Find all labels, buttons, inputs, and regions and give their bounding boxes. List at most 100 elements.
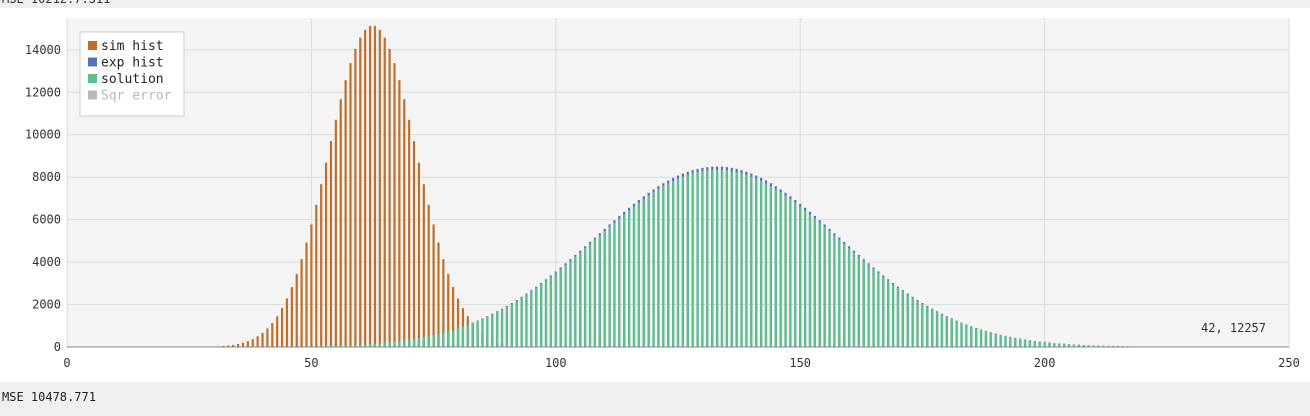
bar-sim-hist — [373, 25, 377, 347]
bar-solution — [1014, 337, 1017, 347]
bar-solution — [383, 342, 386, 347]
bar-solution — [720, 169, 724, 347]
bar-solution — [324, 345, 328, 347]
bar-solution — [808, 214, 812, 347]
bar-solution — [447, 331, 450, 347]
bar-solution — [725, 170, 728, 347]
bar-sim-hist — [388, 48, 391, 347]
bar-solution — [461, 326, 465, 347]
bar-solution — [535, 287, 538, 347]
bar-sim-hist — [320, 184, 323, 347]
bar-solution — [613, 222, 616, 347]
bar-solution — [882, 276, 885, 347]
bar-solution — [584, 248, 587, 347]
bar-solution — [735, 172, 738, 347]
legend-label[interactable]: Sqr error — [101, 89, 172, 104]
bar-sim-hist — [290, 287, 293, 347]
bar-sim-hist — [354, 48, 357, 347]
bar-solution — [481, 318, 484, 347]
bar-solution — [852, 252, 856, 347]
bar-solution — [867, 264, 870, 347]
bar-solution — [950, 318, 953, 347]
bar-solution — [935, 311, 939, 347]
bar-solution — [760, 180, 763, 347]
bar-solution — [486, 316, 489, 347]
bar-solution — [1009, 337, 1012, 347]
mse-status-text: MSE 10478.771 — [2, 390, 96, 404]
bar-solution — [359, 344, 362, 347]
bar-sim-hist — [222, 345, 225, 347]
bar-solution — [652, 192, 655, 347]
legend-swatch — [88, 90, 97, 100]
bar-solution — [471, 323, 474, 347]
bar-solution — [344, 345, 347, 347]
bar-solution — [593, 239, 596, 347]
bar-sim-hist — [310, 224, 313, 347]
bar-solution — [818, 222, 821, 347]
bar-solution — [559, 268, 562, 347]
bar-sim-hist — [417, 162, 421, 347]
bar-sim-hist — [227, 345, 230, 347]
bar-solution — [862, 260, 865, 347]
bar-solution — [642, 198, 645, 347]
bar-solution — [510, 303, 513, 347]
bar-sim-hist — [236, 343, 240, 347]
bar-sim-hist — [368, 25, 372, 347]
bar-solution — [579, 252, 582, 347]
legend-swatch — [88, 74, 97, 83]
y-tick-label: 14000 — [25, 43, 61, 57]
bar-solution — [872, 268, 875, 347]
bar-solution — [544, 280, 548, 347]
legend-label[interactable]: solution — [101, 72, 164, 87]
bar-sim-hist — [339, 99, 342, 347]
hover-readout: 42, 12257 — [1201, 321, 1266, 335]
bar-solution — [794, 202, 797, 347]
histogram-chart[interactable]: 0 2000 4000 6000 8000 10000 12000 14000 0 50 100 15… — [0, 8, 1310, 382]
legend-label[interactable]: sim hist — [101, 39, 164, 54]
bar-solution — [838, 239, 841, 347]
bar-solution — [432, 334, 435, 347]
bar-solution — [667, 183, 670, 347]
bar-solution — [970, 326, 973, 347]
bar-solution — [540, 284, 543, 347]
bar-solution — [764, 183, 768, 347]
bar-solution — [945, 316, 948, 347]
bar-solution — [799, 206, 802, 347]
bar-sim-hist — [349, 63, 352, 348]
bar-solution — [994, 333, 997, 347]
bar-solution — [1053, 343, 1056, 347]
bar-solution — [393, 341, 396, 347]
legend-label[interactable]: exp hist — [101, 56, 164, 71]
bar-solution — [427, 336, 430, 347]
x-tick-label: 50 — [304, 356, 318, 370]
y-tick-label: 8000 — [32, 170, 61, 184]
x-tick-label: 150 — [789, 356, 811, 370]
bar-sim-hist — [241, 342, 245, 347]
bar-solution — [354, 344, 357, 347]
bar-sim-hist — [300, 259, 303, 347]
bar-solution — [716, 169, 719, 347]
axis-layer: 0 2000 4000 6000 8000 10000 12000 14000 0 50 100 15… — [25, 43, 1300, 370]
bar-solution — [730, 171, 733, 347]
bar-solution — [329, 345, 333, 347]
bar-solution — [803, 210, 807, 347]
bar-solution — [564, 264, 567, 347]
bar-solution — [364, 344, 367, 347]
bar-solution — [1087, 345, 1090, 347]
bar-solution — [1048, 342, 1051, 347]
bar-solution — [1043, 342, 1046, 347]
legend-box — [79, 31, 185, 117]
bar-solution — [955, 321, 958, 347]
bar-solution — [388, 342, 391, 347]
top-status-text: MSE 10212.7.311 — [2, 0, 110, 6]
x-tick-label: 100 — [545, 356, 567, 370]
bar-solution — [662, 186, 665, 347]
bar-sim-hist — [456, 298, 460, 347]
bar-solution — [979, 329, 983, 347]
bar-solution — [750, 176, 753, 347]
bar-solution — [960, 323, 963, 347]
bar-solution — [916, 300, 919, 347]
bar-solution — [1023, 339, 1027, 347]
bar-solution — [926, 306, 929, 347]
